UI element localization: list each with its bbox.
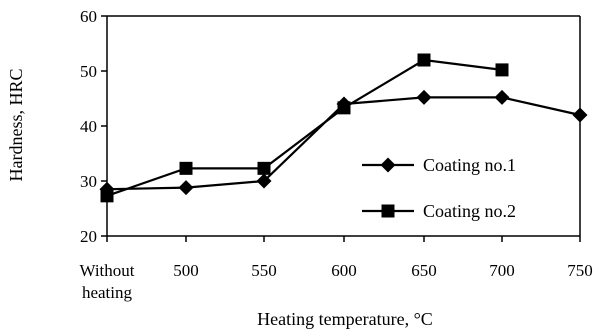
x-tick-label: Without heating: [79, 261, 134, 302]
y-tick-label: 50: [80, 62, 97, 81]
data-point-square: [257, 161, 271, 175]
x-tick-label: 550: [251, 261, 277, 280]
legend-box: [337, 142, 579, 230]
legend-item: Coating no.2: [362, 201, 516, 221]
x-tick-label: 650: [411, 261, 437, 280]
x-tick-label: 700: [489, 261, 515, 280]
data-point-square: [100, 189, 114, 203]
data-point-square: [337, 101, 351, 115]
y-tick-label: 20: [80, 227, 97, 246]
x-axis-label: Heating temperature, °C: [257, 309, 433, 329]
y-tick-label: 40: [80, 117, 97, 136]
series-line: [106, 58, 503, 197]
data-point-square: [417, 53, 431, 67]
x-axis-ticks: Without heating 500 550 600 650 700 750: [79, 236, 593, 302]
legend-marker-diamond: [380, 157, 396, 173]
data-point-diamond: [572, 107, 588, 123]
data-point-diamond: [416, 89, 432, 105]
legend: Coating no.1 Coating no.2: [337, 142, 579, 230]
series-layer: [99, 53, 588, 203]
y-axis-ticks: 20 30 40 50 60: [80, 7, 107, 246]
legend-label: Coating no.1: [423, 155, 516, 175]
legend-label: Coating no.2: [423, 201, 516, 221]
x-tick-label: 750: [567, 261, 593, 280]
x-tick-label: 600: [331, 261, 357, 280]
data-point-square: [495, 63, 509, 77]
data-point-square: [179, 161, 193, 175]
data-point-diamond: [494, 89, 510, 105]
x-tick-label: 500: [173, 261, 199, 280]
data-point-diamond: [256, 173, 272, 189]
legend-marker-square: [381, 204, 395, 218]
legend-item: Coating no.1: [362, 155, 516, 175]
y-tick-label: 60: [80, 7, 97, 26]
y-axis-label: Hardness, HRC: [6, 69, 26, 182]
series-2: [100, 53, 509, 203]
data-point-diamond: [178, 180, 194, 196]
y-tick-label: 30: [80, 172, 97, 191]
